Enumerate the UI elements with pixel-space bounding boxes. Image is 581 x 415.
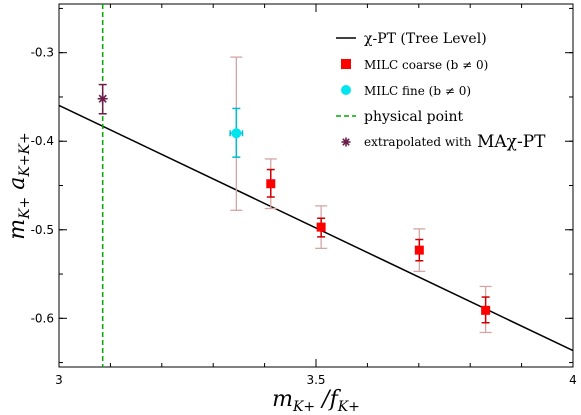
milc-coarse-point <box>316 222 326 232</box>
y-tick-label: -0.6 <box>31 311 54 325</box>
x-tick-label: 3 <box>55 373 63 387</box>
x-axis-label: mK+ /fK+ <box>272 387 360 415</box>
legend-swatch-star <box>341 137 351 147</box>
plot-frame <box>58 3 574 368</box>
extrapolated-point-arm <box>98 94 107 103</box>
legend-label-extrapolated: extrapolated with <box>364 135 472 149</box>
legend-label-physical-point: physical point <box>364 109 464 125</box>
legend-label-milc-fine: MILC fine (b ≠ 0) <box>364 84 471 98</box>
legend: χ-PT (Tree Level) MILC coarse (b ≠ 0) MILC… <box>336 31 546 152</box>
legend-swatch-circle <box>341 85 351 95</box>
extrapolated-point <box>97 93 108 104</box>
data-layer <box>59 4 573 367</box>
x-tick-label: 4 <box>569 373 577 387</box>
milc-fine-point <box>231 128 242 139</box>
legend-label-machipt: MAχ-PT <box>477 132 546 152</box>
milc-coarse-point <box>414 245 424 255</box>
y-tick-label: -0.4 <box>31 134 54 148</box>
axis-labels: mK+ /fK+ mK+ aK+K+ <box>5 132 360 415</box>
x-tick-label: 3.5 <box>306 373 325 387</box>
axes-layer: 3 3.5 4 -0.3 -0.4 -0.5 -0.6 <box>31 3 577 387</box>
y-tick-label: -0.5 <box>31 223 54 237</box>
milc-coarse-point <box>266 179 276 189</box>
legend-label-milc-coarse: MILC coarse (b ≠ 0) <box>364 58 488 72</box>
y-axis-label: mK+ aK+K+ <box>5 132 33 240</box>
legend-label-chipt: χ-PT (Tree Level) <box>364 31 487 47</box>
legend-swatch-square <box>341 59 351 69</box>
y-tick-label: -0.3 <box>31 46 54 60</box>
legend-swatch-star-arm <box>342 138 350 146</box>
milc-coarse-point <box>481 305 491 315</box>
